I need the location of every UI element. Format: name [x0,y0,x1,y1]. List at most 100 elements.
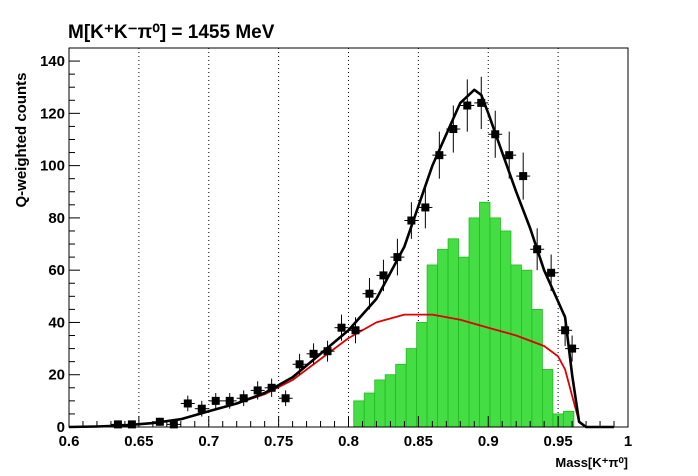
point-marker [267,383,276,392]
point-marker [547,268,556,277]
data-point [166,420,181,429]
point-marker [183,399,192,408]
data-point [362,278,377,310]
data-point [418,186,433,229]
point-marker [155,417,164,426]
x-axis: 0.6 0.65 0.7 0.75 0.8 0.85 0.9 0.95 1 [59,416,632,450]
data-point [264,378,279,397]
point-marker [365,289,374,298]
x-axis-label: Mass[K⁺π⁰] [555,455,628,470]
x-tick-label: 1 [624,433,632,450]
histogram-bar [416,322,428,428]
y-tick-label: 140 [40,53,65,70]
data-point [334,314,349,341]
histogram-bar [531,308,543,428]
data-point [446,105,461,153]
point-marker [323,347,332,356]
point-marker [239,394,248,403]
data-point [502,131,517,179]
histogram [353,201,575,428]
histogram-bar [489,217,501,428]
point-marker [351,326,360,335]
data-point [194,400,209,417]
histogram-bar [510,264,522,428]
point-marker [435,151,444,160]
data-point [306,343,321,365]
data-point [124,420,139,429]
point-marker [421,203,430,212]
point-marker [281,394,290,403]
y-tick-label: 40 [48,314,65,331]
histogram-bar [479,201,491,428]
histogram-bar [521,269,533,428]
x-tick-label: 0.75 [264,433,293,450]
point-marker [407,216,416,225]
point-marker [169,420,178,429]
chart-title: M[K⁺K⁻π⁰] = 1455 MeV [68,22,275,43]
y-tick-label: 100 [40,158,65,175]
x-tick-label: 0.95 [544,433,573,450]
histogram-bar [542,369,554,428]
data-point [404,202,419,239]
y-tick-label: 0 [57,419,65,436]
point-marker [127,420,136,429]
y-tick-label: 120 [40,105,65,122]
point-marker [379,271,388,280]
point-marker [309,349,318,358]
data-point [488,110,503,158]
point-marker [568,344,577,353]
data-point [558,314,573,346]
histogram-bar [500,230,512,428]
data-point [460,79,475,132]
data-point [390,238,405,276]
point-marker [295,360,304,369]
data-point [544,254,559,292]
y-tick-label: 20 [48,367,65,384]
point-marker [519,172,528,181]
point-marker [211,396,220,405]
x-tick-label: 0.9 [478,433,499,450]
y-axis: 0 20 40 60 80 100 120 140 [40,47,80,436]
data-point [292,353,307,375]
data-point [250,381,265,400]
point-marker [253,386,262,395]
x-tick-label: 0.8 [338,433,359,450]
data-point [180,395,195,412]
histogram-bar [447,238,459,428]
data-point [320,340,335,362]
data-point [152,417,167,426]
data-point [376,259,391,292]
x-tick-label: 0.6 [59,433,80,450]
point-marker [533,245,542,254]
point-marker [225,396,234,405]
data-point [348,317,363,344]
histogram-bar [426,264,438,428]
histogram-bar [374,379,386,428]
point-marker [393,253,402,262]
histogram-bar [458,256,470,428]
data-point [222,393,237,409]
x-tick-label: 0.65 [124,433,153,450]
y-axis-label: Q-weighted counts [13,73,30,208]
histogram-bar [437,248,449,428]
point-marker [491,130,500,139]
data-point [516,152,531,200]
data-points [110,76,580,429]
data-point [208,393,223,409]
point-marker [197,404,206,413]
point-marker [113,420,122,429]
point-marker [463,101,472,110]
point-marker [505,151,514,160]
histogram-bar [384,374,397,428]
x-tick-label: 0.7 [198,433,219,450]
data-point [474,76,489,130]
y-tick-label: 60 [48,262,65,279]
data-point [236,390,251,407]
histogram-bar [405,348,418,428]
data-point [110,420,125,429]
histogram-bar [395,363,407,428]
point-marker [449,125,458,134]
x-tick-label: 0.85 [404,433,433,450]
data-point [530,228,545,271]
